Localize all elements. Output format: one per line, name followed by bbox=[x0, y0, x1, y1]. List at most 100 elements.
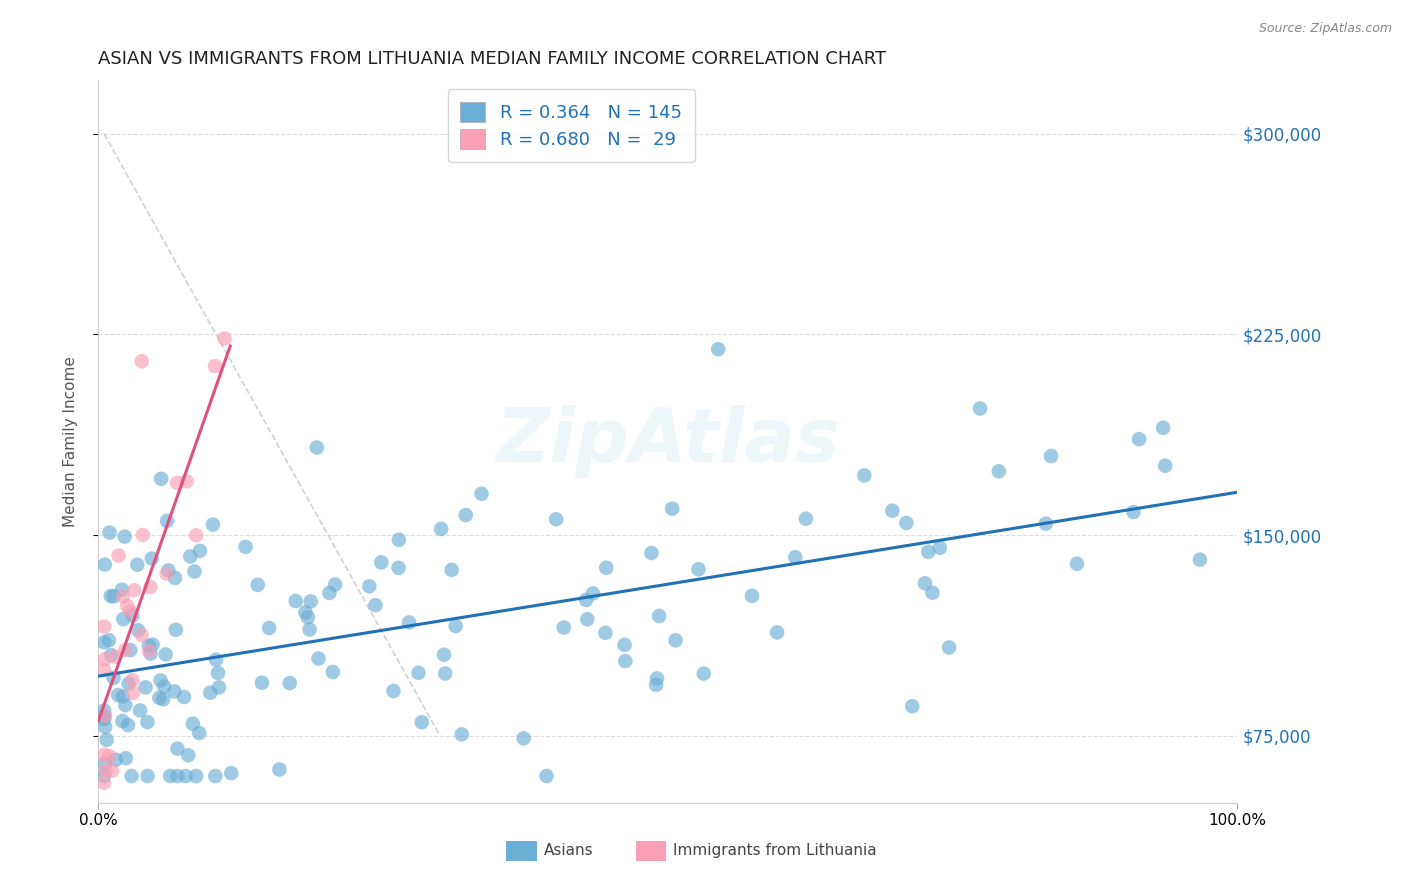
Point bbox=[512, 731, 534, 746]
Point bbox=[433, 648, 456, 662]
Y-axis label: Median Family Income: Median Family Income bbox=[63, 356, 77, 527]
Point bbox=[114, 643, 136, 657]
Point bbox=[896, 516, 918, 530]
Point bbox=[107, 549, 129, 563]
Point bbox=[138, 639, 160, 653]
Point bbox=[1040, 449, 1063, 463]
Text: Immigrants from Lithuania: Immigrants from Lithuania bbox=[673, 844, 877, 858]
Point bbox=[536, 769, 558, 783]
Point bbox=[131, 354, 153, 368]
Point bbox=[188, 726, 211, 740]
Point bbox=[127, 624, 149, 638]
Point bbox=[1122, 505, 1144, 519]
Point bbox=[299, 594, 322, 608]
Point bbox=[308, 651, 330, 665]
Point bbox=[173, 690, 195, 704]
Point bbox=[163, 684, 186, 698]
Point bbox=[184, 769, 207, 783]
Point bbox=[93, 652, 115, 666]
Point bbox=[117, 718, 139, 732]
Point bbox=[454, 508, 477, 522]
Point bbox=[149, 673, 172, 688]
Point bbox=[917, 545, 939, 559]
Point bbox=[388, 533, 411, 547]
Text: Source: ZipAtlas.com: Source: ZipAtlas.com bbox=[1258, 22, 1392, 36]
Text: Asians: Asians bbox=[544, 844, 593, 858]
Point bbox=[157, 563, 180, 577]
Point bbox=[107, 688, 129, 702]
Point bbox=[114, 530, 136, 544]
Point bbox=[1128, 432, 1150, 446]
Point bbox=[121, 608, 143, 623]
Point bbox=[1152, 421, 1174, 435]
Point bbox=[183, 565, 205, 579]
Point bbox=[553, 620, 575, 634]
Point bbox=[153, 680, 176, 694]
Point bbox=[93, 558, 115, 572]
Point bbox=[613, 638, 636, 652]
Point bbox=[165, 623, 187, 637]
Point bbox=[741, 589, 763, 603]
Point bbox=[115, 751, 138, 765]
Point bbox=[200, 686, 222, 700]
Point bbox=[693, 666, 716, 681]
Point bbox=[96, 732, 118, 747]
Point bbox=[219, 766, 242, 780]
Point bbox=[938, 640, 960, 655]
Text: ZipAtlas: ZipAtlas bbox=[495, 405, 841, 478]
Point bbox=[201, 517, 224, 532]
Point bbox=[184, 528, 207, 542]
Point bbox=[882, 503, 904, 517]
Point bbox=[94, 756, 117, 771]
Point bbox=[576, 612, 599, 626]
Point bbox=[411, 715, 433, 730]
Point bbox=[246, 578, 269, 592]
Point bbox=[132, 528, 155, 542]
Point bbox=[471, 487, 494, 501]
Point bbox=[318, 586, 340, 600]
Point bbox=[104, 649, 127, 664]
Point bbox=[595, 561, 617, 575]
Point bbox=[93, 769, 115, 783]
Point bbox=[250, 675, 273, 690]
Point bbox=[444, 619, 467, 633]
Point bbox=[122, 686, 145, 700]
Point bbox=[305, 441, 328, 455]
Point bbox=[174, 769, 197, 783]
Point bbox=[284, 594, 307, 608]
Point bbox=[159, 769, 181, 783]
Point bbox=[707, 342, 730, 356]
Point bbox=[214, 331, 236, 345]
Point bbox=[208, 681, 231, 695]
Point bbox=[645, 678, 668, 692]
Point bbox=[111, 590, 134, 604]
Point bbox=[131, 628, 153, 642]
Point bbox=[121, 769, 143, 783]
Point bbox=[121, 673, 143, 688]
Point bbox=[901, 699, 924, 714]
Point bbox=[1154, 458, 1177, 473]
Point bbox=[155, 566, 177, 581]
Point bbox=[136, 769, 159, 783]
Point bbox=[117, 676, 139, 690]
Point bbox=[94, 708, 117, 723]
Point bbox=[440, 563, 463, 577]
Point bbox=[766, 625, 789, 640]
Point bbox=[139, 580, 162, 594]
Point bbox=[359, 579, 381, 593]
Point bbox=[111, 690, 134, 704]
Point bbox=[93, 619, 115, 633]
Point bbox=[155, 648, 177, 662]
Point bbox=[176, 475, 198, 489]
Point bbox=[370, 555, 392, 569]
Point bbox=[408, 665, 430, 680]
Point bbox=[98, 749, 121, 764]
Point bbox=[664, 633, 686, 648]
Point bbox=[648, 609, 671, 624]
Point bbox=[595, 625, 617, 640]
Point bbox=[136, 714, 159, 729]
Point bbox=[98, 525, 121, 540]
Point bbox=[177, 748, 200, 763]
Point bbox=[120, 643, 142, 657]
Point bbox=[269, 763, 291, 777]
